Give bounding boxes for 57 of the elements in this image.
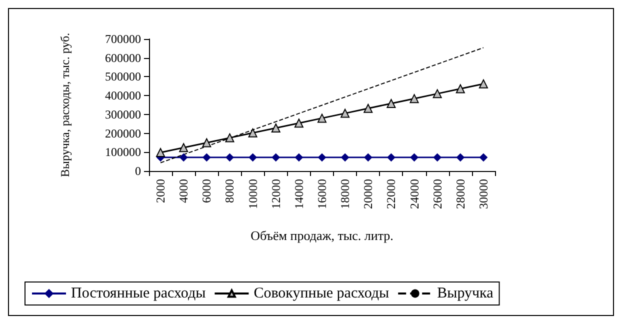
point (433, 153, 442, 162)
point (248, 153, 257, 162)
point (386, 98, 396, 108)
y-tick-label: 300000 (105, 107, 141, 122)
point (341, 153, 350, 162)
point (202, 153, 211, 162)
y-tick-label: 700000 (105, 32, 141, 46)
x-tick-label: 16000 (315, 179, 329, 209)
x-tick-label: 18000 (338, 179, 352, 209)
point (202, 138, 212, 148)
legend-label: Совокупные расходы (254, 286, 390, 302)
legend-label: Выручка (437, 286, 494, 302)
y-tick-label: 0 (135, 164, 141, 178)
point (479, 153, 488, 162)
y-tick-label: 400000 (105, 88, 141, 103)
point (340, 108, 350, 118)
point (156, 148, 166, 158)
x-tick-label: 20000 (361, 179, 376, 209)
point (294, 118, 304, 128)
point (410, 94, 419, 104)
point (410, 153, 418, 162)
point (456, 84, 465, 94)
legend-label: Постоянные расходы (71, 286, 206, 302)
x-tick-label: 14000 (292, 179, 306, 209)
x-tick-label: 10000 (246, 179, 260, 209)
y-tick-label: 500000 (105, 70, 141, 84)
point (478, 79, 488, 88)
point (294, 153, 303, 162)
point (248, 128, 258, 138)
point (180, 153, 188, 162)
y-tick-label: 600000 (105, 50, 141, 65)
x-tick-label: 30000 (476, 179, 490, 209)
point (364, 104, 373, 113)
point (226, 153, 234, 162)
y-tick-label: 200000 (105, 126, 141, 140)
x-tick-label: 22000 (384, 179, 398, 209)
x-tick-label: 28000 (453, 179, 468, 209)
x-axis-title: Объём продаж, тыс. литр. (250, 228, 394, 243)
x-tick-label: 12000 (268, 179, 283, 209)
point (387, 153, 396, 162)
x-tick-label: 2000 (154, 179, 168, 203)
point (272, 153, 280, 162)
x-tick-label: 26000 (430, 179, 444, 209)
point (225, 133, 234, 142)
x-tick-label: 6000 (200, 179, 214, 203)
y-axis-title: Выручка, расходы, тыс. руб. (58, 32, 72, 178)
point (318, 114, 326, 123)
point (456, 153, 464, 162)
point (432, 89, 442, 98)
point (179, 143, 188, 152)
point (318, 153, 326, 162)
point (271, 124, 280, 133)
x-tick-label: 8000 (222, 179, 237, 203)
x-tick-label: 4000 (176, 179, 191, 203)
y-tick-label: 100000 (105, 145, 141, 160)
point (364, 153, 372, 162)
x-tick-label: 24000 (407, 179, 422, 209)
